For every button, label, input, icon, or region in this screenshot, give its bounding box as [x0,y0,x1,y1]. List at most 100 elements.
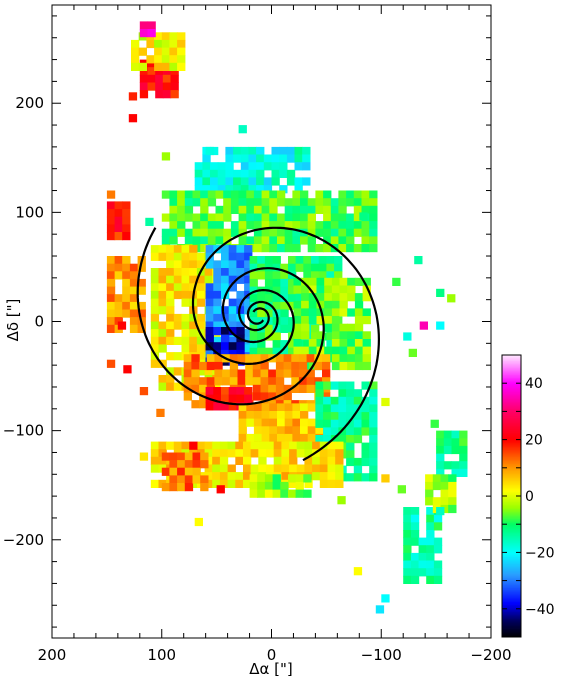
velocity-cell [212,464,221,473]
velocity-cell [338,419,347,428]
velocity-cell [236,306,245,315]
colorbar-band [502,391,521,394]
velocity-cell [303,340,312,349]
velocity-cell [353,389,363,398]
velocity-cell [300,221,309,230]
velocity-cell [257,347,266,356]
velocity-cell [253,205,263,214]
velocity-cell [381,594,390,603]
velocity-cell [292,205,301,214]
colorbar-band [502,605,521,608]
velocity-cell [354,354,364,363]
velocity-cell [253,426,263,435]
velocity-cell [425,474,434,483]
colorbar-band [502,443,521,446]
velocity-cell [288,489,297,498]
velocity-cell [346,412,355,421]
colorbar-band [502,608,521,611]
velocity-cell [236,321,245,330]
velocity-cell [269,205,278,214]
velocity-cell [369,221,378,230]
velocity-cell [330,412,340,421]
velocity-cell [286,169,296,178]
colorbar-band [502,445,521,448]
velocity-cell [150,252,160,261]
velocity-cell [202,162,211,171]
velocity-cell [236,268,245,277]
velocity-cell [308,316,318,325]
velocity-cell [260,354,269,363]
velocity-cell [196,321,206,330]
velocity-cell [275,377,285,386]
velocity-cell [426,537,435,546]
velocity-cell [196,367,206,376]
velocity-cell [228,321,237,330]
velocity-cell [177,452,186,461]
velocity-cell [169,62,178,71]
velocity-cell [221,268,230,277]
velocity-cell [323,205,332,214]
velocity-cell [292,190,301,199]
velocity-cell [246,213,255,222]
velocity-cell [177,32,186,41]
velocity-cell [205,327,214,336]
velocity-cell [161,236,171,245]
velocity-cell [161,190,171,199]
velocity-cell [215,205,224,214]
velocity-cell [338,244,347,253]
velocity-cell [236,275,245,284]
velocity-cell [244,329,253,338]
velocity-cell [128,92,138,101]
velocity-cell [323,381,332,390]
velocity-cell [314,361,323,371]
velocity-cell [221,349,230,359]
colorbar-band [502,563,521,566]
velocity-cell [354,346,364,355]
velocity-cell [246,236,255,245]
velocity-cell [205,306,214,315]
velocity-cell [353,473,363,482]
velocity-cell [300,418,309,427]
velocity-cell [316,285,325,294]
velocity-cell [331,354,341,363]
colorbar-tick-label: 20 [525,433,543,449]
velocity-cell [330,221,340,230]
velocity-cell [272,474,281,483]
velocity-cell [122,224,131,233]
velocity-cell [150,329,160,338]
colorbar-band [502,522,521,525]
colorbar-band [502,383,521,386]
colorbar-band [502,613,521,615]
velocity-cell [189,329,198,338]
velocity-cell [122,263,131,272]
velocity-cell [319,464,329,473]
colorbar-band [502,490,521,493]
velocity-cell [323,427,332,436]
velocity-cell [269,190,278,199]
velocity-cell [213,402,222,411]
velocity-cell [223,236,232,245]
velocity-cell [307,403,316,412]
velocity-cell [292,403,301,412]
velocity-cell [326,271,335,280]
velocity-cell [138,47,147,56]
velocity-cell [269,198,278,207]
colorbar-band [502,380,521,383]
velocity-cell [292,221,301,230]
velocity-cell [139,74,149,83]
velocity-cell [347,339,356,348]
velocity-cell [354,308,364,317]
velocity-cell [403,507,412,516]
velocity-cell [293,339,302,348]
velocity-cell [277,236,286,245]
velocity-cell [122,232,131,241]
velocity-cell [301,300,310,309]
colorbar-band [502,441,521,443]
velocity-cell [173,290,183,300]
velocity-cell [269,418,278,427]
velocity-cell [181,275,190,284]
velocity-cell [361,450,370,459]
velocity-cell [173,313,183,323]
velocity-cell [128,114,138,123]
velocity-cell [318,263,327,272]
